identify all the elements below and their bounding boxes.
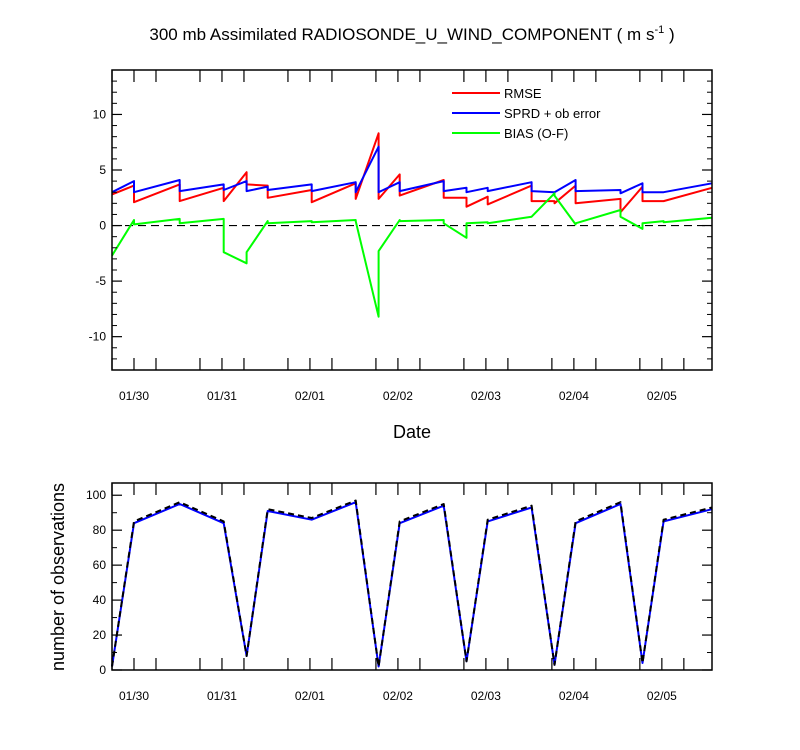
y-tick-label: 100 (86, 488, 106, 502)
x-tick-label: 01/31 (207, 689, 237, 703)
top-plot-frame (111, 69, 713, 371)
y-tick-label: 40 (93, 593, 107, 607)
series-line-observations-assimilated (111, 501, 713, 668)
x-tick-label: 02/04 (559, 689, 589, 703)
x-tick-label: 01/30 (119, 389, 149, 403)
x-tick-label: 02/02 (383, 689, 413, 703)
x-tick-label: 02/02 (383, 389, 413, 403)
x-tick-label: 02/01 (295, 389, 325, 403)
x-tick-label: 02/01 (295, 689, 325, 703)
series-line-observations-possible (111, 499, 713, 668)
y-tick-label: 60 (93, 558, 107, 572)
x-tick-label: 01/30 (119, 689, 149, 703)
top-chart-panel: 300 mb Assimilated RADIOSONDE_U_WIND_COM… (89, 24, 713, 442)
legend-label: BIAS (O-F) (504, 126, 568, 141)
chart-title-suffix: ) (664, 25, 674, 44)
series-line-bias-o-f (111, 192, 713, 318)
chart-title: 300 mb Assimilated RADIOSONDE_U_WIND_COM… (149, 24, 674, 44)
bottom-plot-frame (111, 482, 713, 671)
series-line-sprd-ob-error (111, 145, 713, 195)
y-tick-label: 80 (93, 523, 107, 537)
y-axis-title-observations: number of observations (48, 483, 68, 671)
chart-title-main: 300 mb Assimilated RADIOSONDE_U_WIND_COM… (149, 25, 654, 44)
y-tick-label: 20 (93, 628, 107, 642)
x-tick-label: 01/31 (207, 389, 237, 403)
y-tick-label: -5 (95, 274, 106, 288)
bottom-chart-panel: 100 80 60 40 20 0 01/30 01/31 02/01 02/02 02/03 02/… (48, 482, 713, 703)
legend: RMSE SPRD + ob error BIAS (O-F) (452, 86, 601, 141)
x-tick-label: 02/05 (647, 689, 677, 703)
y-tick-label: 0 (99, 219, 106, 233)
y-tick-label: 10 (93, 107, 107, 121)
chart-title-superscript: -1 (654, 24, 664, 36)
x-axis-title: Date (393, 422, 431, 442)
x-tick-label: 02/03 (471, 389, 501, 403)
legend-label: SPRD + ob error (504, 106, 601, 121)
x-tick-label: 02/03 (471, 689, 501, 703)
y-tick-label: -10 (89, 330, 107, 344)
series-line-rmse (111, 132, 713, 214)
x-tick-label: 02/04 (559, 389, 589, 403)
y-tick-label: 5 (99, 163, 106, 177)
y-tick-label: 0 (99, 663, 106, 677)
x-tick-label: 02/05 (647, 389, 677, 403)
legend-label: RMSE (504, 86, 542, 101)
